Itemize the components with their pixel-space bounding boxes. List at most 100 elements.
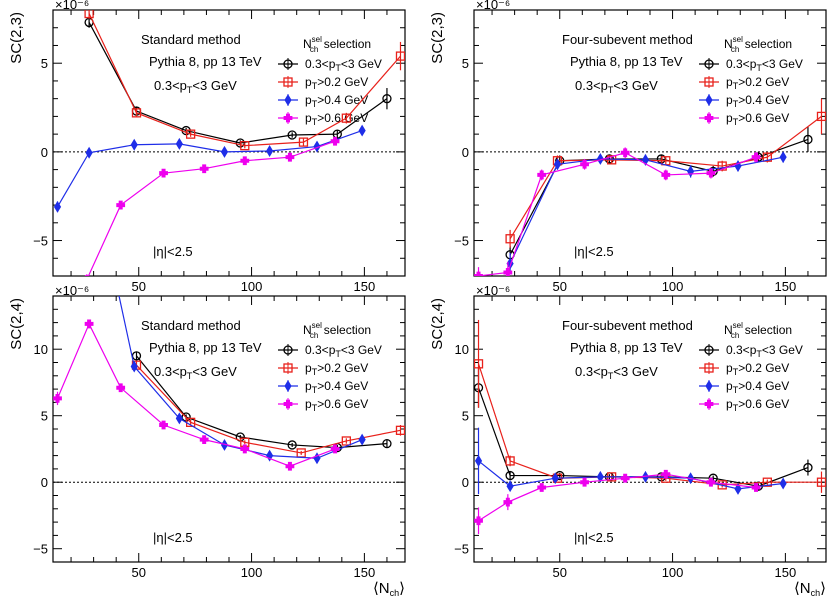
data-point [816,111,826,122]
y-tick-label: 10 [34,342,48,357]
legend-marker [283,59,293,69]
data-point [751,152,761,162]
pt-range-label: 0.3<pT<3 GeV [575,364,658,381]
data-point [285,461,295,471]
series-line [136,364,401,454]
series-blue [53,124,366,213]
legend-marker [704,345,714,355]
data-point [706,477,716,487]
legend-entry: pT>0.4 GeV [278,93,368,109]
x-tick-label: 50 [132,565,146,580]
legend-marker [705,380,713,392]
legend-label: pT>0.2 GeV [726,361,789,377]
data-point [661,170,671,180]
y-tick-label: 0 [462,475,469,490]
data-point [751,483,761,492]
data-point [330,444,340,454]
data-point [620,148,630,158]
data-point [474,359,484,369]
legend-entry: 0.3<pT<3 GeV [699,343,803,359]
data-point [551,472,559,485]
legend-marker [283,113,293,123]
data-point [395,51,405,61]
y-tick-label: 0 [41,145,48,160]
y-axis-title: SC(2,4) [429,298,446,350]
data-point [596,470,604,483]
legend-entry: pT>0.2 GeV [699,361,789,377]
data-point [358,433,366,446]
legend-label: 0.3<pT<3 GeV [305,343,382,359]
data-point [313,140,321,153]
x-tick-label: 150 [354,565,376,580]
legend-marker [705,94,713,106]
data-point [84,275,89,276]
plot-frame [52,9,406,277]
legend-label: pT>0.6 GeV [305,397,368,413]
data-point [130,138,138,151]
data-point [159,420,168,430]
x-tick-label: 100 [662,279,684,294]
system-label: Pythia 8, pp 13 TeV [149,340,262,355]
legend-marker [283,345,293,355]
y-axis-title: SC(2,4) [8,298,25,350]
legend-label: pT>0.2 GeV [726,75,789,91]
panel-bottom-left: 50 100 150 −5 0 5 10 ×10⁻⁶ SC(2,4) ⟨Nch⟩ Standard … [8,283,406,596]
y-tick-label: 5 [41,409,48,424]
panel-top-left: 50 100 150 −5 0 5 ×10⁻⁶ SC(2,3) Standard method P… [8,0,406,294]
data-point [474,516,483,526]
x-axis-title: ⟨Nch⟩ [373,580,405,596]
y-tick-label: −5 [454,234,469,249]
legend-title: Nsel ch selection [303,321,371,340]
y-tick-label: −5 [454,542,469,557]
data-point [199,435,209,445]
legend-label: pT>0.4 GeV [305,379,368,395]
data-point [220,145,229,158]
x-tick-label: 100 [662,565,684,580]
data-point [816,477,826,487]
pt-range-label: 0.3<pT<3 GeV [575,78,658,95]
series-magenta [474,147,761,276]
method-label: Four-subevent method [562,318,693,333]
data-point [85,146,93,159]
data-point [661,469,671,479]
series-line [477,363,822,486]
y-tick-label: 5 [462,56,469,71]
data-point [199,164,209,174]
legend-marker [704,363,714,373]
y-axis-title: SC(2,3) [8,12,25,64]
data-point [596,152,604,165]
system-label: Pythia 8, pp 13 TeV [570,340,683,355]
data-point [84,319,94,329]
y-tick-label: 10 [455,342,469,357]
series-line [478,473,757,522]
legend-entry: 0.3<pT<3 GeV [278,343,382,359]
data-point [395,425,405,435]
x-tick-label: 150 [775,279,797,294]
legend-title: Nsel ch selection [724,321,792,340]
panel-top-right: 50 100 150 −5 0 5 ×10⁻⁶ SC(2,3) Four-subevent me… [429,0,827,294]
pt-range-label: 0.3<pT<3 GeV [154,78,237,95]
data-point [116,383,126,393]
legend-label: 0.3<pT<3 GeV [305,57,382,73]
method-label: Standard method [141,32,241,47]
legend-label: pT>0.6 GeV [726,397,789,413]
legend-entry: pT>0.4 GeV [699,93,789,109]
data-point [341,436,351,446]
series-magenta [53,319,340,471]
data-point [474,454,483,467]
system-label: Pythia 8, pp 13 TeV [149,54,262,69]
y-exponent-label: ×10⁻⁶ [476,0,510,12]
data-point [240,444,250,454]
legend-entry: pT>0.2 GeV [278,361,368,377]
legend-label: pT>0.6 GeV [726,111,789,127]
data-point [717,161,727,171]
data-point [266,145,274,157]
legend-marker [283,363,293,373]
data-point [503,497,513,507]
pt-range-label: 0.3<pT<3 GeV [154,364,237,381]
legend-entry: pT>0.6 GeV [699,397,789,413]
legend-label: 0.3<pT<3 GeV [726,57,803,73]
legend-marker [704,399,714,409]
eta-label: |η|<2.5 [574,244,614,259]
x-tick-label: 50 [553,279,567,294]
